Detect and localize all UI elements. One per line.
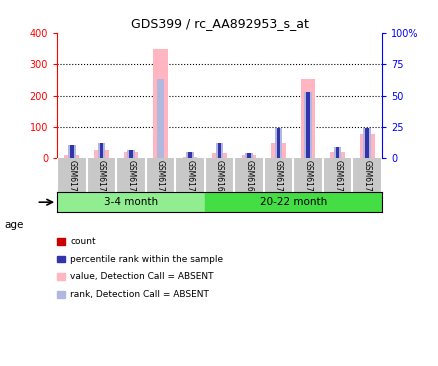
- Text: 3-4 month: 3-4 month: [104, 197, 158, 207]
- Text: GSM6174: GSM6174: [67, 160, 76, 197]
- Bar: [99, 151, 103, 158]
- Text: rank, Detection Call = ABSENT: rank, Detection Call = ABSENT: [70, 290, 208, 299]
- Text: 20-22 month: 20-22 month: [259, 197, 326, 207]
- Bar: [188, 152, 191, 158]
- Bar: [70, 155, 74, 158]
- Text: GSM6175: GSM6175: [97, 160, 106, 197]
- Bar: [245, 153, 252, 158]
- Bar: [68, 145, 75, 158]
- Bar: [182, 157, 197, 158]
- Bar: [335, 147, 339, 158]
- Bar: [364, 128, 368, 158]
- Bar: [70, 145, 74, 158]
- Bar: [306, 92, 309, 158]
- Text: count: count: [70, 237, 95, 246]
- Bar: [217, 143, 221, 158]
- Bar: [300, 79, 315, 158]
- Bar: [99, 143, 103, 158]
- Bar: [153, 49, 167, 158]
- Bar: [276, 128, 280, 158]
- Bar: [359, 134, 374, 158]
- Text: GSM6173: GSM6173: [362, 160, 371, 197]
- Text: percentile rank within the sample: percentile rank within the sample: [70, 255, 223, 264]
- Bar: [186, 152, 193, 158]
- Bar: [158, 157, 162, 158]
- Text: GSM6170: GSM6170: [273, 160, 283, 197]
- Bar: [241, 155, 256, 158]
- Text: GSM6177: GSM6177: [155, 160, 165, 197]
- Text: GSM6172: GSM6172: [332, 160, 341, 197]
- Bar: [57, 192, 204, 212]
- Text: GSM6176: GSM6176: [126, 160, 135, 197]
- Bar: [274, 128, 282, 158]
- Text: age: age: [4, 220, 24, 230]
- Bar: [363, 128, 370, 158]
- Bar: [271, 143, 285, 158]
- Bar: [304, 92, 311, 158]
- Bar: [333, 147, 341, 158]
- Text: GSM6169: GSM6169: [244, 160, 253, 197]
- Bar: [129, 154, 132, 158]
- Title: GDS399 / rc_AA892953_s_at: GDS399 / rc_AA892953_s_at: [130, 17, 308, 30]
- Bar: [129, 150, 132, 158]
- Bar: [217, 153, 221, 158]
- Bar: [212, 153, 226, 158]
- Bar: [188, 157, 191, 158]
- Text: GSM6178: GSM6178: [185, 160, 194, 197]
- Bar: [156, 79, 164, 158]
- Bar: [215, 143, 223, 158]
- Bar: [94, 150, 109, 158]
- Bar: [127, 150, 134, 158]
- Bar: [204, 192, 381, 212]
- Bar: [329, 152, 344, 158]
- Bar: [247, 153, 250, 158]
- Text: value, Detection Call = ABSENT: value, Detection Call = ABSENT: [70, 272, 213, 281]
- Bar: [247, 156, 250, 158]
- Text: GSM6171: GSM6171: [303, 160, 312, 197]
- Bar: [123, 152, 138, 158]
- Bar: [98, 143, 105, 158]
- Bar: [335, 154, 339, 158]
- Text: GSM6168: GSM6168: [215, 160, 223, 197]
- Bar: [64, 155, 79, 158]
